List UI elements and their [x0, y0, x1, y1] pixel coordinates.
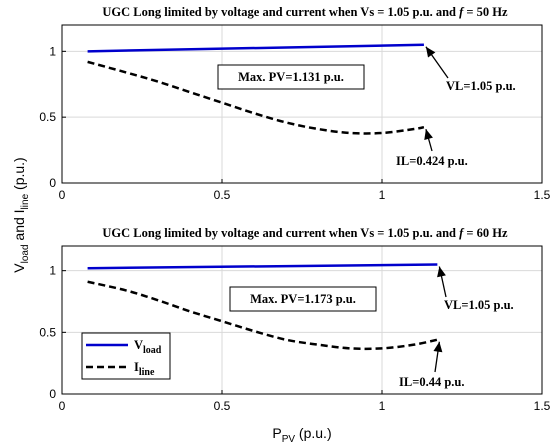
- x-axis-label: PPV (p.u.): [272, 425, 331, 445]
- top-panel-frame: [61, 24, 543, 184]
- legend-vload-main: V: [134, 338, 143, 352]
- y-tick-label: 0: [49, 176, 56, 190]
- y-axis-label-main: V: [11, 263, 27, 273]
- x-tick-label: 0: [59, 399, 66, 413]
- series-vload: [87, 263, 438, 270]
- bottom-panel: UGC Long limited by voltage and current …: [39, 226, 550, 413]
- legend-box: [81, 332, 171, 380]
- vl-arrow-head: [425, 46, 436, 58]
- series-vload: [87, 43, 424, 53]
- title-italic-f: f: [459, 226, 465, 240]
- legend-iline-sub: line: [139, 367, 155, 378]
- bottom-panel-frame: [61, 245, 543, 395]
- title-part: = 60 Hz: [463, 226, 508, 240]
- il-arrow-head: [433, 341, 443, 353]
- y-tick-label: 1: [49, 44, 56, 58]
- legend: Vload Iline: [81, 332, 171, 380]
- bottom-panel-grid: [62, 246, 542, 394]
- top-panel-ticks: 0 0.5 1 1.5 0 0.5 1: [39, 44, 550, 202]
- bottom-panel-title: UGC Long limited by voltage and current …: [102, 226, 508, 240]
- x-axis-label-sub: PV: [282, 434, 296, 445]
- il-label: IL=0.424 p.u.: [396, 154, 468, 168]
- legend-iline-main: I: [134, 360, 139, 374]
- x-tick-label: 0.5: [214, 188, 231, 202]
- x-tick-label: 1: [379, 188, 386, 202]
- top-panel-plot: [87, 43, 425, 135]
- top-panel-grid: [62, 25, 542, 183]
- title-part: UGC Long limited by voltage and current …: [102, 226, 459, 240]
- y-axis-label-tail: (p.u.): [11, 157, 27, 194]
- title-part: UGC Long limited by voltage and current …: [102, 5, 459, 19]
- x-tick-label: 1.5: [534, 188, 550, 202]
- legend-iline-label: Iline: [134, 360, 155, 378]
- title-part: = 50 Hz: [463, 5, 508, 19]
- y-tick-label: 0.5: [39, 325, 56, 339]
- x-tick-label: 1.5: [534, 399, 550, 413]
- legend-vload-sub: load: [143, 345, 162, 356]
- y-tick-label: 0: [49, 387, 56, 401]
- series-iline: [87, 60, 425, 135]
- x-tick-label: 1: [379, 399, 386, 413]
- y-axis-label: Vload and Iline (p.u.): [11, 157, 31, 272]
- series-iline: [87, 280, 438, 351]
- title-italic-f: f: [459, 5, 465, 19]
- y-axis-label-sub1: load: [20, 244, 31, 263]
- maxpv-box: [229, 286, 377, 312]
- maxpv-box: [217, 64, 365, 90]
- y-axis-label-mid: and I: [11, 209, 27, 244]
- legend-vload-label: Vload: [134, 338, 162, 356]
- vl-arrow-head: [437, 266, 446, 278]
- vl-label: VL=1.05 p.u.: [446, 79, 516, 93]
- x-axis-label-main: P: [272, 425, 281, 441]
- bottom-panel-annotations: Max. PV=1.173 p.u. VL=1.05 p.u. IL=0.44 p.…: [229, 266, 514, 389]
- maxpv-label: Max. PV=1.173 p.u.: [250, 292, 356, 306]
- x-tick-label: 0.5: [214, 399, 231, 413]
- vl-label: VL=1.05 p.u.: [444, 298, 514, 312]
- il-arrow-head: [424, 129, 433, 141]
- bottom-panel-plot: [87, 263, 438, 351]
- y-tick-label: 1: [49, 264, 56, 278]
- x-axis-label-tail: (p.u.): [295, 425, 332, 441]
- top-panel-annotations: Max. PV=1.131 p.u. VL=1.05 p.u. IL=0.424 p…: [217, 46, 516, 168]
- il-label: IL=0.44 p.u.: [399, 375, 464, 389]
- top-panel-title: UGC Long limited by voltage and current …: [102, 5, 508, 19]
- bottom-panel-ticks: 0 0.5 1 1.5 0 0.5 1: [39, 264, 550, 413]
- y-axis-label-sub2: line: [20, 193, 31, 209]
- top-panel: UGC Long limited by voltage and current …: [39, 5, 550, 202]
- maxpv-label: Max. PV=1.131 p.u.: [238, 70, 344, 84]
- y-tick-label: 0.5: [39, 110, 56, 124]
- x-tick-label: 0: [59, 188, 66, 202]
